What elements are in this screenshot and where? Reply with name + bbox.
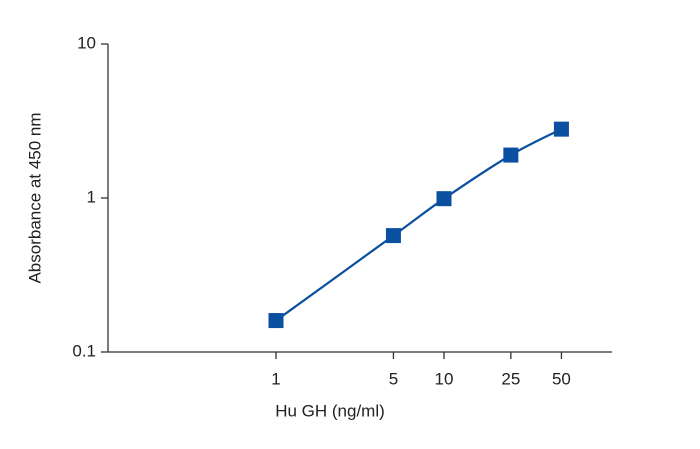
marker [503, 147, 519, 163]
x-tick-label: 25 [501, 369, 520, 388]
marker [385, 228, 401, 244]
line [275, 128, 562, 322]
marker [436, 191, 452, 207]
y-tick-label: 10 [77, 33, 96, 52]
x-axis-label: Hu GH (ng/ml) [275, 401, 385, 420]
x-tick-label: 10 [435, 369, 454, 388]
x-tick-label: 1 [271, 369, 280, 388]
x-tick-label: 5 [389, 369, 398, 388]
y-tick-label: 0.1 [72, 341, 96, 360]
marker [268, 313, 284, 329]
x-tick-label: 50 [552, 369, 571, 388]
y-axis-label: Absorbance at 450 nm [25, 112, 44, 283]
y-tick-label: 1 [87, 187, 96, 206]
marker [553, 121, 569, 137]
